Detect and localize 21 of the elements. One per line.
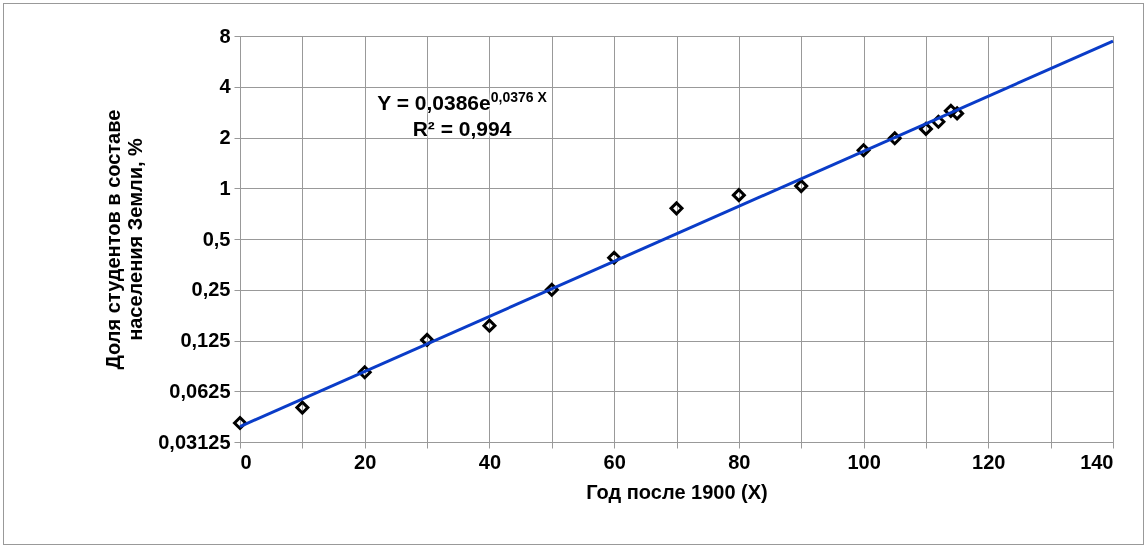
- annotation: R² = 0,994: [411, 116, 513, 142]
- x-tick-label: 20: [354, 450, 377, 473]
- y-tick-label: 0,125: [180, 329, 231, 351]
- y-tick-label: 4: [219, 75, 232, 98]
- x-tick-label: 120: [972, 450, 1006, 473]
- x-axis-title: Год после 1900 (X): [586, 480, 768, 503]
- x-tick-label: 40: [478, 450, 502, 473]
- y-axis-title: Доля студентов в составе населения Земли, %: [102, 109, 147, 370]
- y-tick-label: 2: [219, 126, 231, 148]
- x-tick-label: 60: [603, 450, 626, 473]
- y-tick-label: 0,03125: [158, 430, 231, 453]
- x-tick-label: 100: [847, 450, 881, 473]
- y-tick-label: 0,0625: [169, 379, 231, 402]
- y-tick-label: 1: [219, 176, 231, 199]
- x-tick-label: 140: [1080, 450, 1114, 473]
- annotation: Y = 0,0386e$^{0,0376 X}$: [376, 88, 548, 116]
- y-tick-label: 8: [219, 24, 231, 47]
- y-tick-label: 0,25: [191, 278, 231, 301]
- x-tick-label: 80: [728, 450, 751, 473]
- x-tick-label: 0: [240, 450, 252, 473]
- y-tick-label: 0,5: [202, 227, 231, 250]
